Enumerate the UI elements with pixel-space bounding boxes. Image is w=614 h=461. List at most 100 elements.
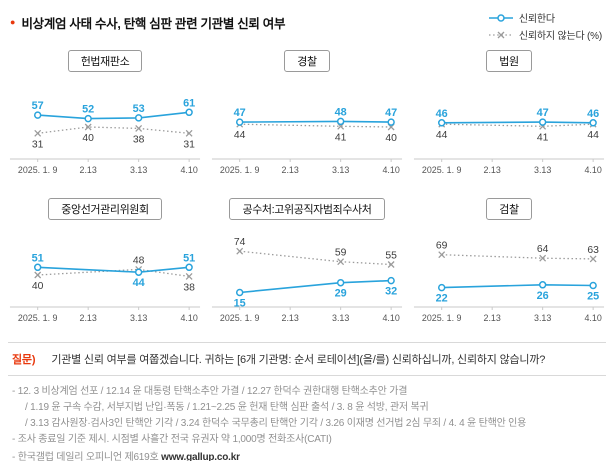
distrust-value-label: 55 [385,250,397,261]
chart-title: 중앙선거관리위원회 [48,198,162,220]
x-tick-label: 3.13 [130,165,147,175]
x-tick-label: 2025. 1. 9 [422,165,462,175]
distrust-value-label: 63 [587,245,599,256]
x-tick-label: 2025. 1. 9 [18,313,58,323]
trust-value-label: 32 [385,286,397,298]
chart-title: 경찰 [284,50,330,72]
trust-value-label: 47 [234,107,246,119]
x-tick-label: 3.13 [332,313,349,323]
chart-title: 헌법재판소 [67,50,143,72]
x-tick-label: 3.13 [534,165,551,175]
chart-title-wrap: 검찰 [412,198,606,220]
x-tick-label: 2.13 [282,165,299,175]
chart-title-wrap: 법원 [412,50,606,72]
trust-value-label: 51 [183,252,195,264]
trust-value-label: 52 [82,104,94,116]
distrust-value-label: 40 [32,281,44,292]
page-title: 비상계엄 사태 수사, 탄핵 심판 관련 기관별 신뢰 여부 [21,17,286,31]
distrust-value-label: 59 [335,248,347,259]
note-line: - 12. 3 비상계엄 선포 / 12.14 윤 대통령 탄핵소추안 가결 /… [12,386,408,397]
note-line: / 1.19 윤 구속 수감, 서부지법 난입·폭동 / 1.21~2.25 윤… [25,402,429,413]
x-marker-icon [438,251,446,259]
charts-grid: 헌법재판소 2025. 1. 9 2.13 3.13 4.10 31 57 40 52 38 53 3… [8,50,606,334]
trust-value-label: 51 [32,252,44,264]
trust-value-label: 53 [133,103,145,115]
chart-title: 공수처:고위공직자범죄수사처 [229,198,385,220]
legend-item-distrust: 신뢰하지 않는다 (%) [488,27,602,42]
chart-title-wrap: 경찰 [210,50,404,72]
circle-marker-icon [336,278,345,287]
question-text: 기관별 신뢰 여부를 여쭙겠습니다. 귀하는 [6개 기관명: 순서 로테이션]… [51,354,546,366]
distrust-value-label: 41 [537,132,549,143]
trust-value-label: 26 [537,290,549,302]
trust-value-label: 22 [436,293,448,305]
trust-value-label: 29 [335,288,347,300]
chart-title: 법원 [486,50,532,72]
x-marker-icon [185,129,193,137]
x-tick-label: 2025. 1. 9 [220,165,260,175]
chart-title: 검찰 [486,198,532,220]
x-tick-label: 2025. 1. 9 [220,313,260,323]
distrust-value-label: 44 [436,130,448,141]
header: ● 비상계엄 사태 수사, 탄핵 심판 관련 기관별 신뢰 여부 신뢰한다 신뢰… [8,8,606,50]
x-tick-label: 3.13 [130,313,147,323]
chart-panel: 공수처:고위공직자범죄수사처 2025. 1. 9 2.13 3.13 4.10 74 15… [210,198,404,334]
x-tick-label: 2025. 1. 9 [422,313,462,323]
chart-title-wrap: 헌법재판소 [8,50,202,72]
distrust-value-label: 31 [183,139,195,150]
x-marker-icon [135,124,143,132]
x-marker-icon [539,254,547,262]
distrust-value-label: 40 [385,133,397,144]
chart-title-wrap: 중앙선거관리위원회 [8,198,202,220]
notes: - 12. 3 비상계엄 선포 / 12.14 윤 대통령 탄핵소추안 가결 /… [8,376,606,461]
legend: 신뢰한다 신뢰하지 않는다 (%) [488,10,604,42]
distrust-value-label: 69 [436,241,448,252]
chart-panel: 헌법재판소 2025. 1. 9 2.13 3.13 4.10 31 57 40 52 38 53 3… [8,50,202,186]
x-tick-label: 3.13 [534,313,551,323]
x-marker-icon [337,258,345,266]
distrust-value-label: 41 [335,132,347,143]
line-chart: 2025. 1. 9 2.13 3.13 4.10 44 47 41 48 40 47 [211,106,403,175]
chart-panel: 중앙선거관리위원회 2025. 1. 9 2.13 3.13 4.10 40 51 48 44 3… [8,198,202,334]
distrust-value-label: 40 [82,133,94,144]
circle-marker-icon [589,119,597,127]
chart-panel: 검찰 2025. 1. 9 2.13 3.13 4.10 69 22 64 26 63 25 [412,198,606,334]
x-marker-icon [236,247,244,255]
x-marker-icon [84,123,92,131]
distrust-value-label: 38 [133,134,145,145]
trust-line-icon [488,13,513,22]
distrust-value-label: 38 [183,282,195,293]
distrust-value-label: 48 [133,255,145,266]
circle-marker-icon [538,118,547,126]
circle-marker-icon [235,118,244,126]
x-tick-label: 2.13 [484,165,501,175]
x-tick-label: 4.10 [382,313,399,323]
x-marker-icon [34,271,42,279]
trust-value-label: 46 [436,108,448,120]
question-row: 질문) 기관별 신뢰 여부를 여쭙겠습니다. 귀하는 [6개 기관명: 순서 로… [8,342,606,376]
trust-value-label: 15 [234,297,246,309]
circle-marker-icon [84,114,92,123]
x-tick-label: 4.10 [180,165,197,175]
x-tick-label: 4.10 [584,313,601,323]
circle-marker-icon [437,283,446,292]
distrust-value-label: 31 [32,139,44,150]
chart-panel: 경찰 2025. 1. 9 2.13 3.13 4.10 44 47 41 48 40 47 [210,50,404,186]
x-tick-label: 2.13 [80,165,97,175]
trust-value-label: 48 [335,106,347,118]
trust-value-label: 47 [385,107,397,119]
x-marker-icon [185,272,193,280]
page-title-wrap: ● 비상계엄 사태 수사, 탄핵 심판 관련 기관별 신뢰 여부 [10,10,286,32]
note-line: / 3.13 감사원장·검사3인 탄핵안 기각 / 3.24 한덕수 국무총리 … [25,418,527,429]
line-chart: 2025. 1. 9 2.13 3.13 4.10 74 15 59 29 55 32 [211,237,403,323]
line-chart: 2025. 1. 9 2.13 3.13 4.10 44 46 41 47 44 46 [413,107,605,175]
distrust-value-label: 74 [234,237,246,248]
circle-marker-icon [134,114,143,122]
chart-panel: 법원 2025. 1. 9 2.13 3.13 4.10 44 46 41 47 44 46 [412,50,606,186]
circle-marker-icon [185,263,193,272]
x-tick-label: 4.10 [382,165,399,175]
question-label: 질문) [12,354,36,366]
distrust-value-label: 64 [537,244,549,255]
circle-marker-icon [336,117,345,126]
